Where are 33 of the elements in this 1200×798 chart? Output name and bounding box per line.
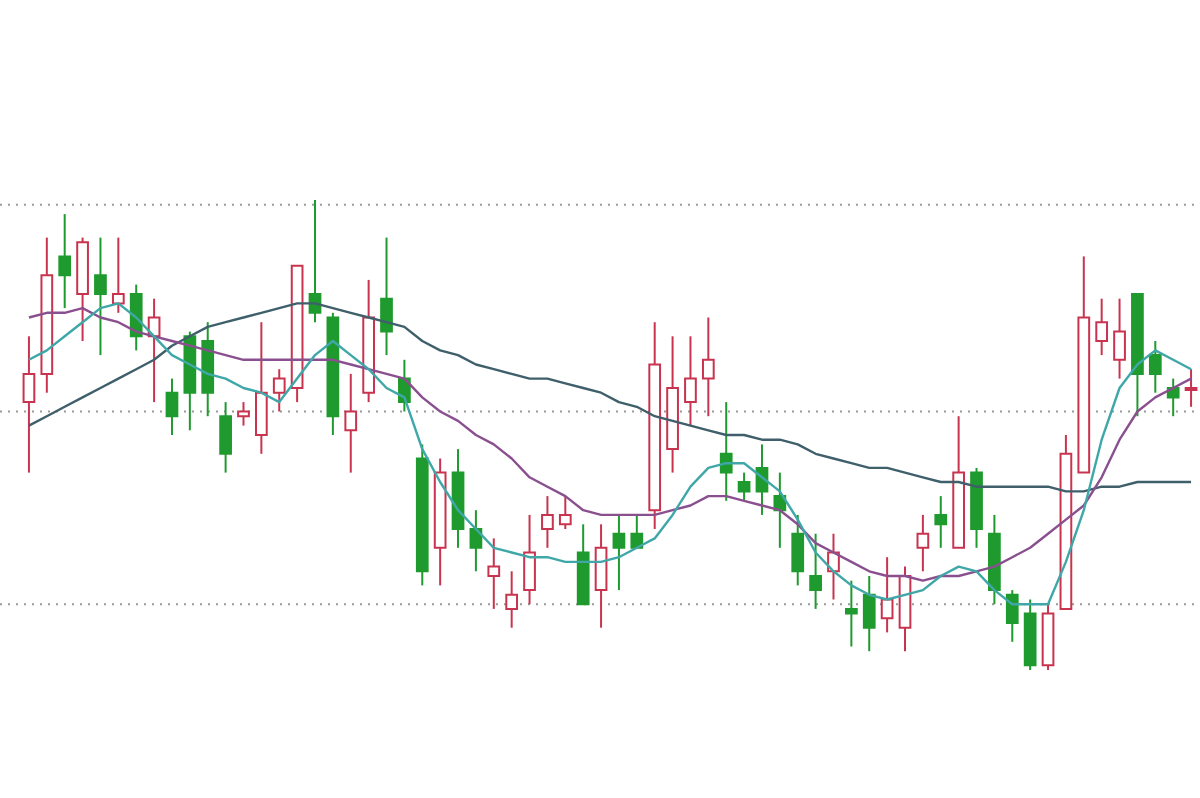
candlestick [1113, 297, 1126, 380]
candlestick [630, 513, 644, 549]
candlestick [22, 335, 36, 474]
candlestick [612, 513, 626, 592]
candlestick [219, 401, 232, 474]
candlestick [719, 401, 733, 502]
candlestick [165, 377, 179, 436]
candlestick [94, 236, 107, 357]
candlestick [380, 236, 393, 357]
candlestick [487, 537, 501, 610]
candlestick [934, 495, 948, 549]
candlestick [237, 401, 250, 427]
candlestick [58, 213, 72, 310]
candlestick [541, 495, 554, 549]
candlestick [916, 513, 930, 573]
candlestick [111, 236, 125, 314]
candlestick [558, 495, 572, 530]
candlestick [523, 513, 536, 606]
candlestick [272, 368, 286, 413]
candlestick [1148, 340, 1162, 394]
candlestick [344, 372, 358, 474]
candlestick [737, 471, 751, 502]
candlestick [862, 575, 876, 653]
candlestick [791, 513, 805, 587]
candlestick [845, 579, 858, 648]
candlestick [809, 532, 822, 610]
candlestick [1184, 368, 1198, 408]
candlestick [1005, 589, 1019, 643]
candlestick [255, 321, 268, 455]
candlestick [505, 570, 519, 629]
candlestick [701, 316, 715, 418]
candlestick [1095, 297, 1109, 357]
candlestick [684, 335, 697, 427]
